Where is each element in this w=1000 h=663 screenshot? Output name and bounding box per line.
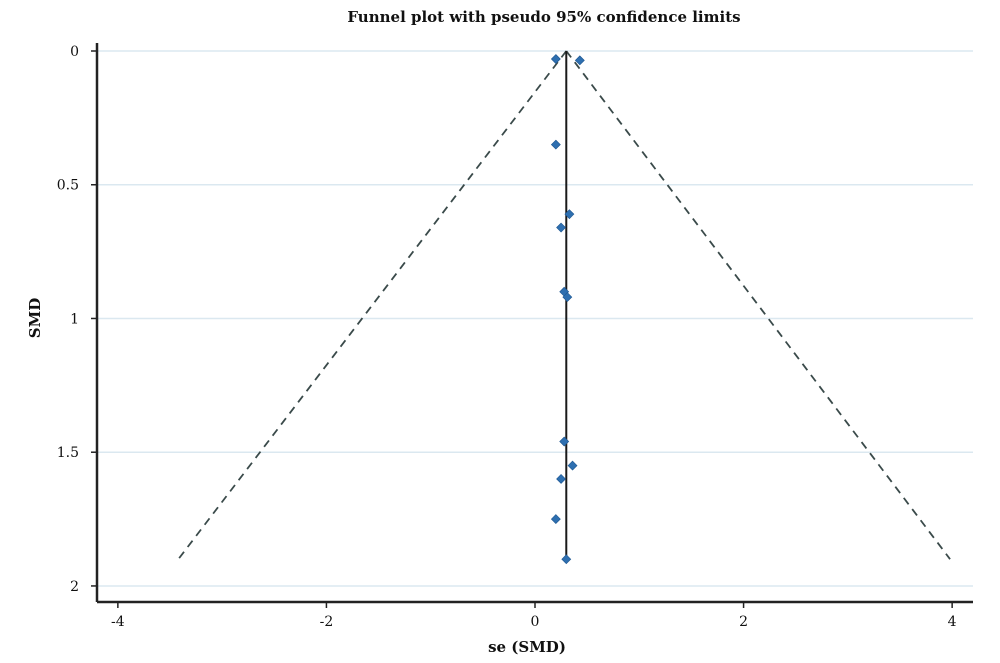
- y-tick-label: 2: [70, 579, 79, 595]
- grid-lines: [97, 50, 973, 587]
- y-tick-label: 0: [70, 44, 79, 60]
- x-tick-label: 4: [948, 614, 957, 630]
- axes: [95, 43, 973, 604]
- y-tick-label: 0.5: [57, 178, 79, 194]
- y-axis-label: SMD: [26, 298, 44, 338]
- y-tick-label: 1.5: [57, 445, 79, 461]
- study-point: [550, 139, 561, 150]
- x-tick-label: -4: [111, 614, 125, 630]
- ci-limit-left-line: [177, 50, 568, 560]
- study-point: [562, 292, 573, 303]
- study-points: [550, 54, 585, 565]
- ci-limit-right-line: [565, 50, 951, 560]
- x-tick-label: 0: [531, 614, 540, 630]
- y-tick-label: 1: [70, 311, 79, 327]
- study-point: [567, 460, 578, 471]
- chart-title: Funnel plot with pseudo 95% confidence l…: [347, 8, 740, 26]
- study-point: [561, 554, 572, 565]
- study-point: [574, 55, 585, 66]
- x-tick-label: 2: [739, 614, 748, 630]
- study-point: [564, 209, 575, 220]
- study-point: [556, 474, 566, 484]
- x-axis-label: se (SMD): [488, 638, 566, 656]
- x-tick-label: -2: [320, 614, 334, 630]
- tick-marks: -4 -2 0 2 4 0 0.5 1 1.5 2: [57, 44, 957, 630]
- study-point: [556, 222, 566, 233]
- study-point: [550, 514, 561, 525]
- study-point: [550, 54, 561, 64]
- confidence-limits: [177, 50, 951, 560]
- study-point: [559, 436, 570, 447]
